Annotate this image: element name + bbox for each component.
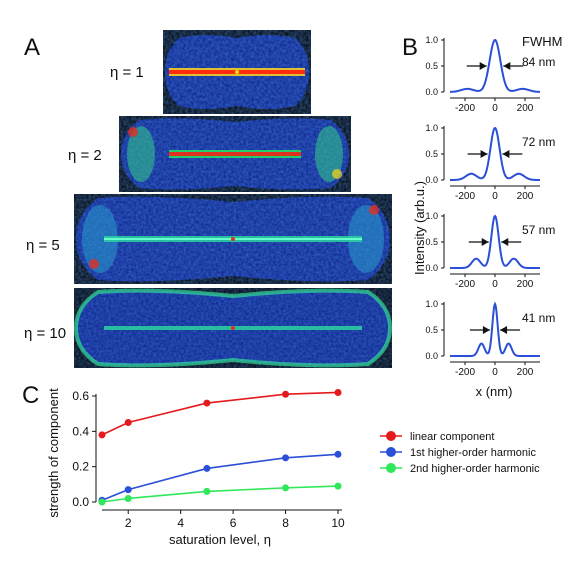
series-line: [101, 391, 339, 436]
b-x-tick-label: -200: [455, 367, 475, 378]
legend-label: linear component: [410, 431, 494, 443]
b-x-tick-label: 200: [517, 191, 534, 202]
b-y-axis-label: Intensity (arb.u.): [412, 181, 427, 275]
b-x-tick-label: 200: [517, 367, 534, 378]
data-point: [124, 494, 132, 502]
b-y-tick-label: 1.0: [425, 299, 438, 309]
b-y-tick-label: 0.5: [425, 149, 438, 159]
fwhm-profile-1: 0.0 0.5 1.0 -200 0 200 84 nm: [425, 35, 555, 114]
b-x-tick-label: -200: [455, 279, 475, 290]
b-x-tick-label: 200: [517, 279, 534, 290]
c-x-tick-label: 6: [230, 516, 237, 530]
panel-letter-b: B: [402, 34, 419, 61]
panel-letter-a: A: [24, 34, 41, 61]
c-x-tick-label: 4: [177, 516, 184, 530]
data-point: [334, 388, 342, 396]
fwhm-arrow-left-head: [480, 150, 488, 158]
b-x-tick-label: 0: [492, 279, 498, 290]
b-x-tick-label: 0: [492, 191, 498, 202]
eta-label-1: η = 1: [110, 64, 144, 81]
c-x-tick-label: 10: [331, 516, 345, 530]
b-y-tick-label: 0.5: [425, 237, 438, 247]
c-x-axis-label: saturation level, η: [169, 532, 271, 547]
b-y-tick-label: 0.0: [425, 263, 438, 273]
simulated-image-eta-1: [163, 30, 311, 114]
c-y-tick-label: 0.0: [72, 495, 89, 509]
series-line: [101, 453, 339, 501]
legend-label: 2nd higher-order harmonic: [410, 463, 540, 475]
data-point: [282, 454, 290, 462]
fwhm-profile-4: 0.0 0.5 1.0 -200 0 200 41 nm: [425, 299, 555, 378]
b-x-tick-label: 0: [492, 367, 498, 378]
eta-label-2: η = 2: [68, 147, 102, 164]
data-point: [334, 450, 342, 458]
simulated-image-eta-10: [74, 288, 392, 368]
series-3: 2nd higher-order harmonic: [98, 463, 540, 506]
series-line: [101, 485, 339, 503]
b-x-axis-label: x (nm): [476, 384, 513, 399]
b-y-tick-label: 1.0: [425, 123, 438, 133]
data-point: [334, 482, 342, 490]
fwhm-profile-line: [450, 126, 540, 181]
fwhm-arrow-left-head: [479, 62, 487, 70]
fwhm-profile-line: [450, 38, 540, 93]
series-2: 1st higher-order harmonic: [98, 447, 536, 504]
fwhm-arrow-right-head: [500, 326, 508, 334]
data-point: [98, 498, 106, 506]
b-x-tick-label: -200: [455, 191, 475, 202]
panel-letter-c: C: [22, 382, 40, 409]
b-x-tick-label: 0: [492, 103, 498, 114]
c-y-tick-label: 0.6: [72, 389, 89, 403]
b-y-tick-label: 0.5: [425, 325, 438, 335]
eta-label-10: η = 10: [24, 325, 67, 342]
data-point: [203, 464, 211, 472]
c-y-tick-label: 0.2: [72, 460, 89, 474]
legend-label: 1st higher-order harmonic: [410, 447, 536, 459]
fwhm-profile-2: 0.0 0.5 1.0 -200 0 200 72 nm: [425, 123, 555, 202]
fwhm-arrow-right-head: [502, 150, 510, 158]
data-point: [98, 431, 106, 439]
fwhm-value-label: 72 nm: [522, 135, 555, 149]
fwhm-profile-line: [450, 301, 540, 357]
legend-marker: [386, 463, 396, 473]
data-point: [203, 487, 211, 495]
b-y-tick-label: 0.5: [425, 61, 438, 71]
fwhm-profile-3: 0.0 0.5 1.0 -200 0 200 57 nm: [425, 211, 555, 290]
data-point: [203, 399, 211, 407]
harmonic-strength-chart: 0.0 0.2 0.4 0.6 2 4 6 8 10 saturation level, η str…: [46, 388, 540, 547]
c-y-axis-label: strength of component: [46, 388, 61, 518]
fwhm-value-label: 41 nm: [522, 311, 555, 325]
b-x-tick-label: 200: [517, 103, 534, 114]
legend-marker: [386, 447, 396, 457]
simulated-image-eta-5: [74, 194, 392, 284]
c-x-tick-label: 2: [125, 516, 132, 530]
data-point: [282, 484, 290, 492]
fwhm-arrow-right-head: [501, 238, 509, 246]
data-point: [282, 390, 290, 398]
b-y-tick-label: 0.0: [425, 87, 438, 97]
series-1: linear component: [98, 388, 494, 443]
b-y-tick-label: 1.0: [425, 211, 438, 221]
b-x-tick-label: -200: [455, 103, 475, 114]
b-y-tick-label: 0.0: [425, 351, 438, 361]
b-y-tick-label: 1.0: [425, 35, 438, 45]
fwhm-value-label: 84 nm: [522, 55, 555, 69]
fwhm-arrow-left-head: [482, 326, 490, 334]
c-y-tick-label: 0.4: [72, 424, 89, 438]
simulated-image-eta-2: [119, 116, 351, 192]
fwhm-arrow-left-head: [481, 238, 489, 246]
b-y-tick-label: 0.0: [425, 175, 438, 185]
data-point: [124, 419, 132, 426]
data-point: [124, 486, 132, 494]
c-x-tick-label: 8: [282, 516, 289, 530]
fwhm-profile-line: [450, 214, 540, 269]
eta-label-5: η = 5: [26, 237, 60, 254]
fwhm-title: FWHM: [522, 34, 562, 49]
fwhm-value-label: 57 nm: [522, 223, 555, 237]
fwhm-arrow-right-head: [503, 62, 511, 70]
legend-marker: [386, 431, 396, 441]
